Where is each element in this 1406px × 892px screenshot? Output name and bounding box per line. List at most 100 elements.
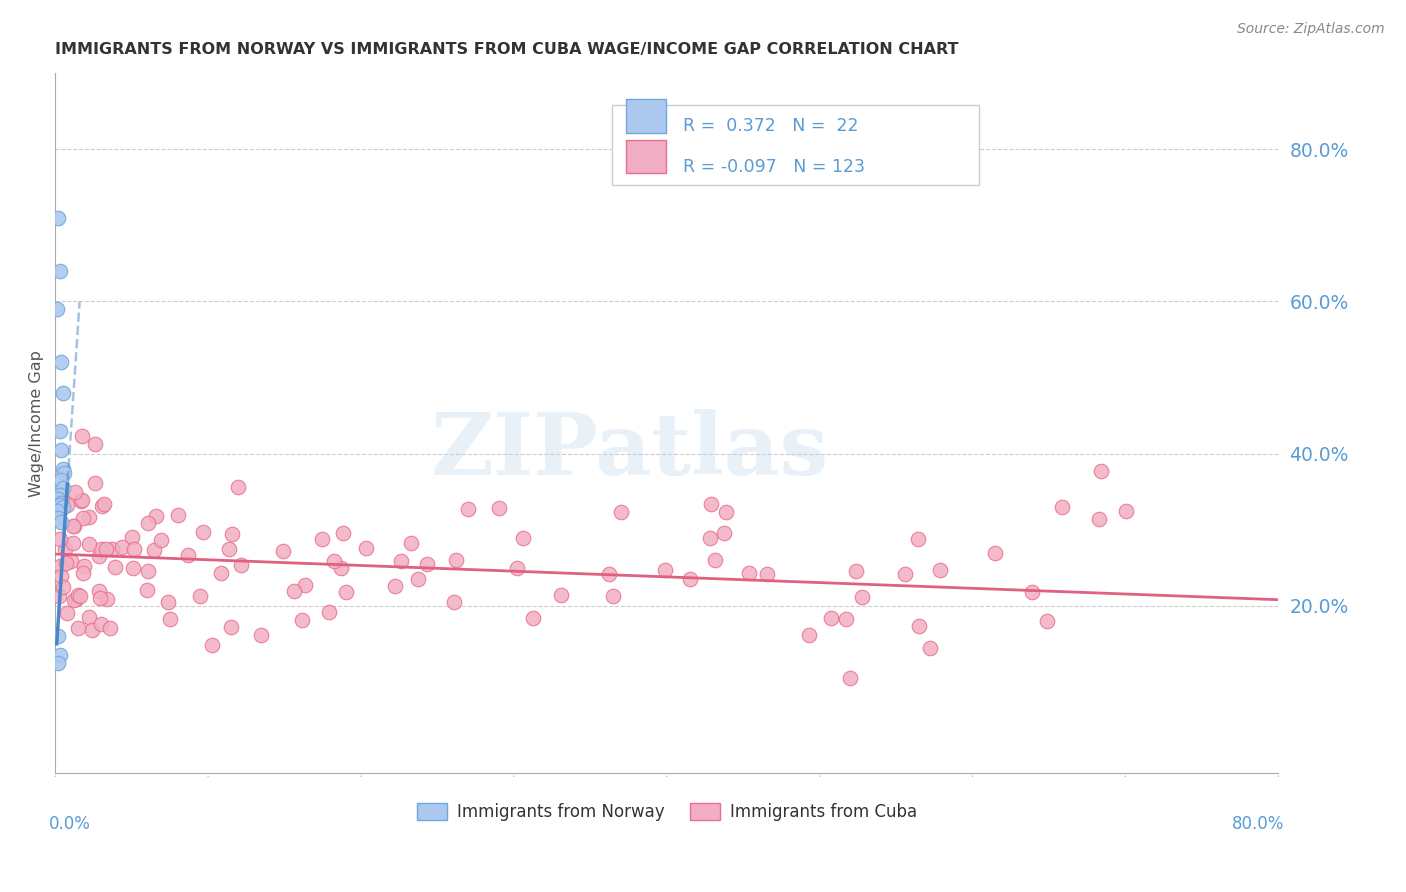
- Point: [138, 564, 160, 578]
- Point: [111, 541, 134, 555]
- Point: [63, 518, 86, 533]
- Point: [201, 638, 224, 652]
- Point: [77, 510, 100, 524]
- Text: 0.0%: 0.0%: [49, 815, 91, 833]
- Point: [929, 563, 952, 577]
- Point: [52, 500, 75, 514]
- Point: [51, 492, 73, 507]
- Point: [1050, 500, 1073, 514]
- Text: IMMIGRANTS FROM NORWAY VS IMMIGRANTS FROM CUBA WAGE/INCOME GAP CORRELATION CHART: IMMIGRANTS FROM NORWAY VS IMMIGRANTS FRO…: [55, 42, 959, 57]
- Point: [136, 582, 159, 597]
- Point: [907, 532, 929, 546]
- Point: [46, 511, 69, 525]
- Point: [56, 606, 79, 620]
- Point: [209, 566, 232, 581]
- Point: [52, 462, 75, 476]
- Point: [96, 591, 118, 606]
- Point: [49, 488, 72, 502]
- Point: [51, 442, 73, 457]
- Point: [87, 583, 110, 598]
- Point: [602, 590, 624, 604]
- Point: [188, 589, 211, 603]
- Point: [738, 566, 761, 580]
- Text: Source: ZipAtlas.com: Source: ZipAtlas.com: [1237, 22, 1385, 37]
- Point: [323, 554, 346, 568]
- Point: [488, 500, 510, 515]
- Point: [46, 656, 69, 670]
- Point: [1090, 464, 1112, 478]
- Text: R = -0.097   N = 123: R = -0.097 N = 123: [683, 158, 865, 176]
- Point: [90, 542, 112, 557]
- Point: [699, 531, 721, 545]
- Point: [136, 516, 159, 530]
- Point: [839, 671, 862, 685]
- Point: [100, 541, 122, 556]
- Point: [46, 492, 69, 507]
- Point: [49, 559, 72, 574]
- Point: [51, 515, 73, 529]
- Bar: [627, 140, 665, 173]
- Point: [1088, 511, 1111, 525]
- Point: [610, 505, 633, 519]
- Point: [191, 524, 214, 539]
- Point: [444, 553, 467, 567]
- Point: [65, 592, 87, 607]
- Point: [457, 502, 479, 516]
- Point: [755, 566, 778, 581]
- Point: [51, 355, 73, 369]
- Bar: [627, 99, 665, 133]
- Point: [143, 543, 166, 558]
- Point: [145, 509, 167, 524]
- Point: [84, 437, 107, 451]
- Point: [80, 624, 103, 638]
- Point: [150, 533, 173, 547]
- Point: [1036, 615, 1059, 629]
- Point: [70, 493, 93, 508]
- Legend: Immigrants from Norway, Immigrants from Cuba: Immigrants from Norway, Immigrants from …: [411, 797, 924, 828]
- Point: [48, 532, 70, 546]
- Point: [55, 498, 77, 512]
- Point: [49, 569, 72, 583]
- Point: [90, 617, 112, 632]
- Point: [121, 530, 143, 544]
- Point: [408, 572, 430, 586]
- Point: [598, 567, 620, 582]
- Point: [219, 620, 242, 634]
- Point: [46, 629, 69, 643]
- Y-axis label: Wage/Income Gap: Wage/Income Gap: [30, 350, 44, 497]
- Point: [46, 211, 69, 225]
- Point: [311, 533, 333, 547]
- Point: [45, 504, 67, 518]
- Point: [384, 579, 406, 593]
- Point: [799, 628, 821, 642]
- Point: [73, 558, 96, 573]
- Point: [983, 546, 1005, 560]
- Text: 80.0%: 80.0%: [1232, 815, 1285, 833]
- Point: [845, 564, 868, 578]
- Point: [332, 525, 354, 540]
- Point: [121, 561, 143, 575]
- FancyBboxPatch shape: [612, 104, 979, 186]
- Point: [654, 563, 676, 577]
- Point: [704, 552, 727, 566]
- Point: [122, 542, 145, 557]
- Point: [714, 505, 737, 519]
- Point: [330, 561, 353, 575]
- Point: [229, 558, 252, 572]
- Point: [93, 498, 115, 512]
- Point: [69, 589, 91, 603]
- Point: [53, 466, 76, 480]
- Point: [60, 554, 83, 568]
- Point: [51, 473, 73, 487]
- Point: [159, 612, 181, 626]
- Point: [820, 611, 842, 625]
- Point: [1021, 585, 1043, 599]
- Point: [89, 549, 111, 563]
- Point: [156, 595, 179, 609]
- Point: [52, 481, 75, 495]
- Point: [221, 527, 243, 541]
- Point: [354, 541, 377, 556]
- Point: [294, 577, 316, 591]
- Point: [218, 541, 240, 556]
- Point: [94, 541, 117, 556]
